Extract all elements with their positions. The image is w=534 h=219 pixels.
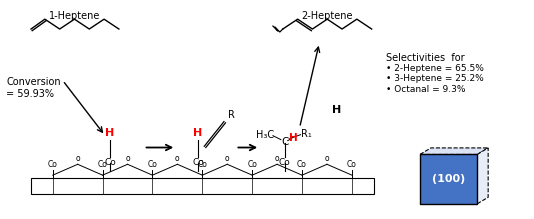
Text: • 3-Heptene = 25.2%: • 3-Heptene = 25.2% [387, 74, 484, 83]
Text: H: H [333, 105, 342, 115]
Bar [420, 154, 477, 204]
Bar [31, 178, 374, 194]
Text: H: H [105, 128, 115, 138]
Text: • 2-Heptene = 65.5%: • 2-Heptene = 65.5% [387, 64, 484, 72]
Text: Conversion
= 59.93%: Conversion = 59.93% [6, 78, 61, 99]
Text: 1-Heptene: 1-Heptene [49, 11, 100, 21]
Text: R₁: R₁ [301, 129, 312, 139]
Text: Selectivities  for: Selectivities for [387, 53, 465, 63]
Text: Co: Co [297, 160, 307, 169]
Text: 2-Heptene: 2-Heptene [302, 11, 353, 21]
Text: o: o [175, 154, 180, 163]
Text: R: R [229, 110, 235, 120]
Text: (100): (100) [432, 174, 465, 184]
Text: o: o [325, 154, 329, 163]
Polygon shape [477, 148, 488, 204]
Text: Co: Co [48, 160, 58, 169]
Text: o: o [225, 154, 230, 163]
Text: Co: Co [279, 158, 290, 167]
Text: o: o [75, 154, 80, 163]
Text: o: o [275, 154, 279, 163]
Text: Co: Co [192, 158, 204, 167]
Text: H: H [193, 128, 202, 138]
Text: Co: Co [347, 160, 357, 169]
Text: H: H [289, 133, 298, 143]
Text: o: o [125, 154, 130, 163]
Text: Co: Co [147, 160, 158, 169]
Text: Co: Co [247, 160, 257, 169]
Text: Co: Co [198, 160, 207, 169]
Text: C: C [281, 137, 288, 147]
Text: Co: Co [104, 158, 116, 167]
Text: H₃C: H₃C [256, 130, 274, 140]
Text: Co: Co [98, 160, 107, 169]
Polygon shape [420, 148, 488, 154]
Text: • Octanal = 9.3%: • Octanal = 9.3% [387, 85, 466, 94]
